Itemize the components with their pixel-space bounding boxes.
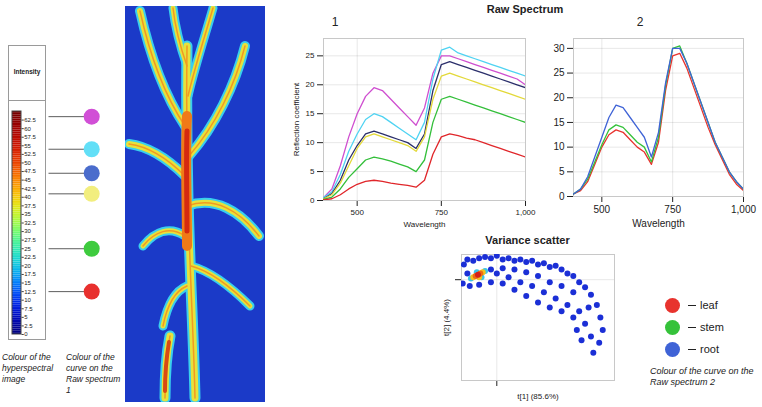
html-text:2: 2	[636, 15, 644, 29]
svg-text:32.5: 32.5	[24, 220, 36, 226]
svg-text:2.5: 2.5	[24, 323, 33, 329]
svg-text:25: 25	[24, 246, 31, 252]
svg-text:Wavelength: Wavelength	[404, 220, 446, 229]
svg-text:5: 5	[310, 167, 315, 176]
svg-text:25: 25	[553, 67, 565, 78]
svg-text:27.5: 27.5	[24, 237, 36, 243]
svg-text:1,000: 1,000	[515, 208, 536, 217]
svg-text:t[1] (85.6%): t[1] (85.6%)	[517, 392, 559, 401]
svg-text:22.5: 22.5	[24, 254, 36, 260]
svg-text:5: 5	[24, 314, 28, 320]
svg-text:15: 15	[553, 117, 565, 128]
html-text:stem: stem	[700, 321, 724, 333]
svg-text:20: 20	[24, 263, 31, 269]
svg-text:60: 60	[24, 126, 31, 132]
svg-text:500: 500	[350, 208, 364, 217]
svg-text:30: 30	[553, 43, 565, 54]
svg-text:45: 45	[24, 177, 31, 183]
svg-text:0: 0	[310, 196, 315, 205]
html-text:Variance scatter: Variance scatter	[485, 234, 570, 246]
svg-text:30: 30	[24, 228, 31, 234]
svg-text:0: 0	[559, 191, 565, 202]
svg-text:500: 500	[593, 204, 610, 215]
svg-text:10: 10	[553, 141, 565, 152]
html-text:Colour of the curve on the Raw: Colour of the curve on the Raw spectrum …	[650, 366, 754, 387]
svg-text:52.5: 52.5	[24, 151, 36, 157]
svg-text:37.5: 37.5	[24, 203, 36, 209]
svg-text:55: 55	[24, 143, 31, 149]
html-text:Raw Spectrum: Raw Spectrum	[486, 3, 564, 15]
svg-text:17.5: 17.5	[24, 271, 36, 277]
svg-text:12.5: 12.5	[24, 289, 36, 295]
html-text:Intensity: Intensity	[13, 68, 41, 75]
svg-text:15: 15	[24, 280, 31, 286]
svg-text:50: 50	[24, 160, 31, 166]
svg-text:20: 20	[553, 92, 565, 103]
svg-text:750: 750	[435, 208, 449, 217]
svg-text:25: 25	[306, 51, 315, 60]
svg-text:10: 10	[24, 297, 31, 303]
svg-text:Reflection coefficient: Reflection coefficient	[292, 82, 301, 156]
html-text:Colour of the curve on the Raw: Colour of the curve on the Raw spectrum …	[66, 352, 121, 395]
svg-text:40: 40	[24, 194, 31, 200]
svg-text:5: 5	[559, 166, 565, 177]
svg-text:10: 10	[306, 138, 315, 147]
svg-text:57.5: 57.5	[24, 134, 36, 140]
svg-text:0: 0	[24, 331, 28, 337]
svg-text:1,000: 1,000	[731, 204, 756, 215]
svg-text:62.5: 62.5	[24, 117, 36, 123]
svg-text:750: 750	[664, 204, 681, 215]
svg-text:42.5: 42.5	[24, 186, 36, 192]
html-text:leaf: leaf	[700, 299, 718, 311]
svg-text:t[2] (4.4%): t[2] (4.4%)	[442, 299, 451, 336]
svg-text:15: 15	[306, 109, 315, 118]
svg-text:Wavelength: Wavelength	[632, 218, 684, 229]
svg-text:20: 20	[306, 80, 315, 89]
svg-text:47.5: 47.5	[24, 168, 36, 174]
html-text:1: 1	[331, 15, 339, 29]
html-text:root: root	[700, 343, 719, 355]
html-text:Colour of the hyperspectral im: Colour of the hyperspectral image	[2, 352, 53, 384]
svg-text:35: 35	[24, 211, 31, 217]
svg-text:7.5: 7.5	[24, 306, 33, 312]
